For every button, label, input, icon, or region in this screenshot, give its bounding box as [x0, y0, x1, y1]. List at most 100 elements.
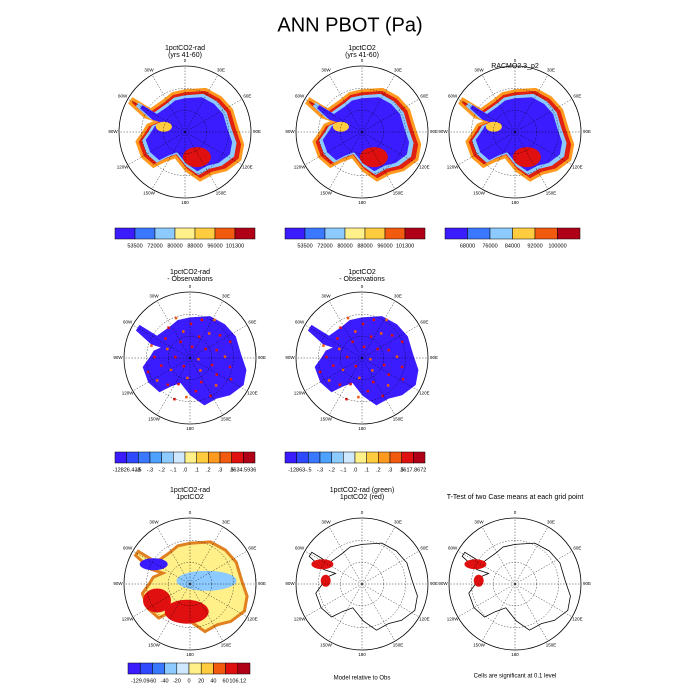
longitude-label: 180 — [358, 652, 366, 657]
longitude-label: 60W — [118, 94, 128, 99]
meridian — [184, 131, 219, 190]
longitude-label: 150W — [143, 191, 156, 196]
longitude-label: 30E — [547, 520, 555, 525]
anomaly-cell — [146, 370, 150, 374]
meridian — [328, 74, 363, 133]
anomaly-cell — [318, 370, 322, 374]
meridian — [328, 300, 363, 359]
map-panel: 1pctCO2(yrs 41-60)0 30E 60E 90E 120E 150E 180 1… — [284, 45, 438, 249]
anomaly-cell — [322, 344, 325, 347]
longitude-label: 90W — [285, 355, 295, 360]
anomaly-cell — [164, 337, 167, 340]
longitude-label: 0 — [514, 510, 517, 515]
anomaly-cell — [167, 326, 170, 329]
meridian — [132, 550, 191, 585]
anomaly-cell — [372, 380, 375, 384]
map-boundary — [123, 291, 257, 425]
longitude-label: 90E — [583, 129, 591, 134]
meridian — [514, 74, 549, 133]
longitude-label: 120E — [247, 391, 258, 396]
anomaly-cell — [150, 344, 153, 347]
longitude-label: 30W — [474, 520, 484, 525]
colorbar-box — [237, 662, 251, 675]
colorbar-label: 101300 — [226, 243, 244, 249]
anomaly-cell — [332, 364, 335, 367]
anomaly-cell — [194, 389, 198, 393]
latitude-circle — [146, 314, 234, 402]
anomaly-cell — [199, 369, 202, 372]
colorbar-box — [188, 662, 202, 675]
colorbar-label: .5 — [399, 467, 404, 473]
anomaly-cell — [382, 363, 386, 367]
longitude-label: 30E — [547, 68, 555, 73]
anomaly-cell — [197, 335, 201, 338]
anomaly-cell — [214, 384, 218, 387]
colorbar-label: .3 — [388, 467, 393, 473]
longitude-label: 60E — [573, 94, 581, 99]
anomaly-cell — [160, 364, 163, 367]
meridian — [361, 131, 420, 166]
longitude-label: 180 — [358, 426, 366, 431]
anomaly-cell — [229, 377, 233, 381]
meridian — [481, 74, 516, 133]
meridian — [132, 324, 191, 359]
longitude-label: 150W — [320, 417, 333, 422]
ice-shelf — [182, 147, 211, 168]
colorbar-box — [152, 662, 165, 675]
meridian — [481, 583, 516, 642]
colorbar-box — [444, 227, 468, 240]
colorbar-label: -12863 — [288, 467, 305, 473]
map-panel: RACMO2.3_p2030E60E90E120E150E180150W120W… — [438, 58, 591, 249]
meridian — [304, 131, 363, 166]
colorbar-box — [138, 451, 151, 464]
meridian — [514, 583, 549, 642]
longitude-label: 30W — [321, 520, 331, 525]
longitude-label: 150E — [393, 191, 404, 196]
anomaly-cell — [346, 316, 350, 320]
anomaly-cell — [341, 368, 345, 372]
longitude-label: 60W — [295, 94, 305, 99]
longitude-label: 120W — [294, 617, 307, 622]
longitude-label: 90W — [438, 129, 448, 134]
colorbar-label: -12826.438 — [113, 467, 141, 473]
colorbar-label: -60 — [148, 678, 156, 684]
longitude-label: 60W — [448, 94, 458, 99]
panel-title: 1pctCO2-rad — [170, 487, 210, 494]
meridian — [514, 131, 573, 166]
longitude-label: 0 — [361, 510, 364, 515]
meridian — [361, 550, 420, 585]
coastline — [461, 542, 571, 631]
meridian — [481, 131, 516, 190]
longitude-label: 90W — [113, 355, 123, 360]
colorbar-box — [534, 227, 558, 240]
anomaly-cell — [372, 318, 376, 322]
longitude-label: 0 — [361, 58, 364, 63]
longitude-label: 30E — [394, 520, 402, 525]
colorbar-label: .5 — [229, 467, 234, 473]
anomaly-cell — [366, 389, 370, 393]
longitude-label: 90E — [430, 355, 438, 360]
meridian — [361, 74, 396, 133]
longitude-label: 30W — [149, 294, 159, 299]
colorbar-label: 72000 — [317, 243, 332, 249]
colorbar-label: 3634.5936 — [230, 467, 256, 473]
anomaly-cell — [215, 348, 218, 352]
anomaly-cell — [213, 318, 216, 322]
longitude-label: 150E — [216, 191, 227, 196]
longitude-label: 120W — [294, 391, 307, 396]
colorbar-box — [219, 451, 232, 464]
panel-title: 1pctCO2 — [348, 45, 376, 52]
anomaly-cell — [338, 347, 341, 351]
map-boundary — [295, 517, 429, 651]
anomaly-cell — [218, 334, 222, 337]
meridian — [189, 583, 224, 642]
longitude-label: 60W — [123, 546, 133, 551]
colorbar-box — [331, 451, 344, 464]
ice-shelf — [359, 147, 388, 168]
anomaly-cell — [209, 394, 212, 398]
meridian — [156, 526, 191, 585]
longitude-label: 180 — [186, 652, 194, 657]
longitude-label: 180 — [511, 652, 519, 657]
